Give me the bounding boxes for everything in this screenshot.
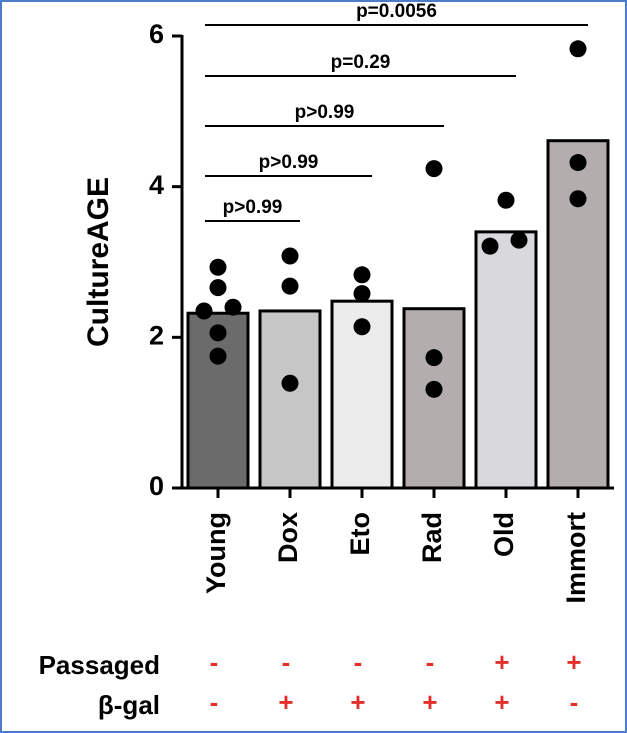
replicate-point — [569, 190, 587, 208]
row-sign: - — [354, 647, 363, 677]
replicate-point — [425, 160, 443, 178]
replicate-point — [353, 318, 371, 336]
row-sign: - — [210, 687, 219, 717]
x-tick-label: Eto — [345, 512, 375, 556]
replicate-point — [569, 154, 587, 172]
comparison-label: p=0.0056 — [356, 1, 437, 22]
row-sign: + — [278, 687, 293, 717]
replicate-point — [569, 40, 587, 58]
x-tick-label: Rad — [417, 512, 447, 563]
x-tick-label: Old — [489, 512, 519, 557]
row-sign: - — [570, 687, 579, 717]
replicate-point — [209, 279, 227, 297]
replicate-point — [281, 374, 299, 392]
row-sign: + — [566, 647, 581, 677]
row-sign: + — [494, 687, 509, 717]
y-tick-label: 0 — [149, 471, 164, 501]
bar — [474, 230, 538, 490]
replicate-point — [195, 302, 213, 320]
row-sign: - — [426, 647, 435, 677]
replicate-point — [281, 277, 299, 295]
bar — [258, 309, 322, 490]
replicate-point — [481, 237, 499, 255]
row-label: Passaged — [39, 650, 160, 680]
row-label: β-gal — [98, 690, 160, 720]
row-sign: - — [282, 647, 291, 677]
comparison-label: p>0.99 — [295, 102, 355, 123]
replicate-point — [425, 380, 443, 398]
y-tick-label: 6 — [149, 19, 164, 49]
comparison-label: p=0.29 — [331, 52, 391, 73]
row-sign: + — [422, 687, 437, 717]
comparison-label: p>0.99 — [259, 152, 319, 173]
row-sign: + — [350, 687, 365, 717]
row-sign: - — [210, 647, 219, 677]
replicate-point — [425, 349, 443, 367]
row-sign: + — [494, 647, 509, 677]
comparison-label: p>0.99 — [223, 197, 283, 218]
replicate-point — [510, 231, 528, 249]
y-tick-label: 4 — [149, 170, 164, 200]
y-axis-label: CultureAGE — [82, 177, 115, 347]
replicate-point — [224, 298, 242, 316]
replicate-point — [209, 347, 227, 365]
x-tick-label: Immort — [561, 512, 591, 604]
replicate-point — [353, 285, 371, 303]
replicate-point — [497, 191, 515, 209]
replicate-point — [281, 247, 299, 265]
x-tick-label: Young — [201, 512, 231, 594]
replicate-point — [209, 258, 227, 276]
y-tick-label: 2 — [149, 320, 164, 350]
x-tick-label: Dox — [273, 512, 303, 563]
replicate-point — [209, 324, 227, 342]
replicate-point — [353, 266, 371, 284]
bar — [402, 307, 466, 490]
